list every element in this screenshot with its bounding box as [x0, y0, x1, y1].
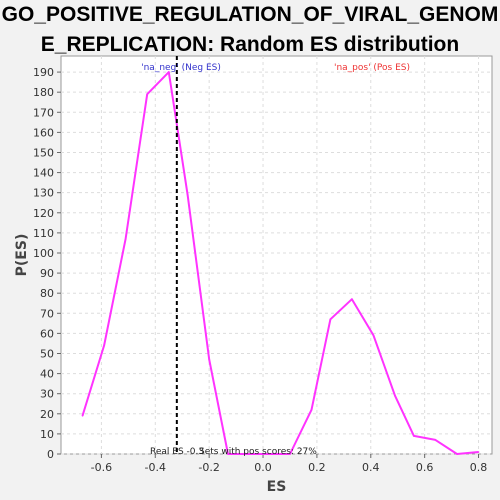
data-point [434, 439, 437, 441]
data-point [329, 318, 332, 321]
series-layer [81, 71, 480, 455]
y-tick-label: 140 [33, 167, 54, 180]
x-axis-label: ES [267, 479, 287, 495]
y-tick-label: 70 [40, 307, 54, 320]
data-point [81, 415, 84, 417]
data-point [413, 435, 415, 437]
data-point [267, 453, 270, 455]
data-point [186, 193, 189, 196]
neg-es-label: 'na_neg' (Neg ES) [141, 63, 221, 73]
chart-title: GO_POSITIVE_REGULATION_OF_VIRAL_GENOM E_… [0, 0, 500, 60]
data-point [289, 453, 291, 455]
data-point [167, 71, 170, 73]
plot-area [60, 55, 493, 455]
annotations: 'na_neg' (Neg ES) 'na_pos' (Pos ES) Real E… [141, 56, 410, 457]
data-point [456, 453, 458, 455]
data-point [310, 408, 313, 411]
data-point [103, 344, 105, 347]
y-tick-label: 130 [33, 187, 54, 200]
y-tick-label: 60 [40, 327, 54, 340]
pos-es-label: 'na_pos' (Pos ES) [334, 63, 410, 73]
x-tick-label: -0.4 [145, 461, 166, 474]
y-tick-label: 20 [40, 408, 54, 421]
x-tick-label: 0.4 [362, 461, 380, 474]
x-tick-label: 0.6 [416, 461, 434, 474]
data-point [146, 93, 148, 95]
y-tick-label: 180 [33, 86, 54, 99]
y-tick-label: 10 [40, 428, 54, 441]
y-tick-label: 170 [33, 106, 54, 119]
chart-title-line-2: E_REPLICATION: Random ES distribution [40, 33, 460, 56]
x-tick-label: -0.2 [198, 461, 219, 474]
y-tick-label: 50 [40, 347, 54, 360]
data-point [208, 358, 210, 361]
x-tick-label: 0.2 [308, 461, 326, 474]
x-tick-label: 0.0 [254, 461, 272, 474]
data-point [351, 298, 353, 301]
grid-lines [61, 56, 492, 455]
data-point [477, 451, 480, 453]
y-tick-label: 90 [40, 267, 54, 280]
data-point [394, 394, 396, 397]
pos-scores-label: Sets with pos scores: 27% [199, 447, 317, 457]
y-tick-label: 40 [40, 368, 54, 381]
y-tick-label: 110 [33, 227, 54, 240]
y-tick-label: 190 [33, 66, 54, 79]
data-point [372, 334, 375, 337]
y-tick-label: 30 [40, 388, 54, 401]
axes: 0 10 20 30 40 50 60 70 80 90 100 110 120 130 140 150 160… [14, 66, 487, 495]
y-tick-label: 100 [33, 247, 54, 260]
y-tick-label: 0 [47, 448, 54, 461]
es-distribution-line [81, 71, 479, 455]
y-axis-label: P(ES) [14, 234, 30, 277]
real-es-label: Real ES -0.3 [150, 447, 204, 457]
data-point [227, 453, 229, 455]
x-tick-label: 0.8 [470, 461, 488, 474]
x-tick-label: -0.6 [91, 461, 112, 474]
y-tick-label: 80 [40, 287, 54, 300]
chart-title-line-1: GO_POSITIVE_REGULATION_OF_VIRAL_GENOM [1, 3, 499, 26]
y-tick-label: 120 [33, 207, 54, 220]
data-point [248, 453, 251, 455]
y-tick-label: 160 [33, 126, 54, 139]
y-tick-label: 150 [33, 146, 54, 159]
data-point [124, 238, 127, 240]
